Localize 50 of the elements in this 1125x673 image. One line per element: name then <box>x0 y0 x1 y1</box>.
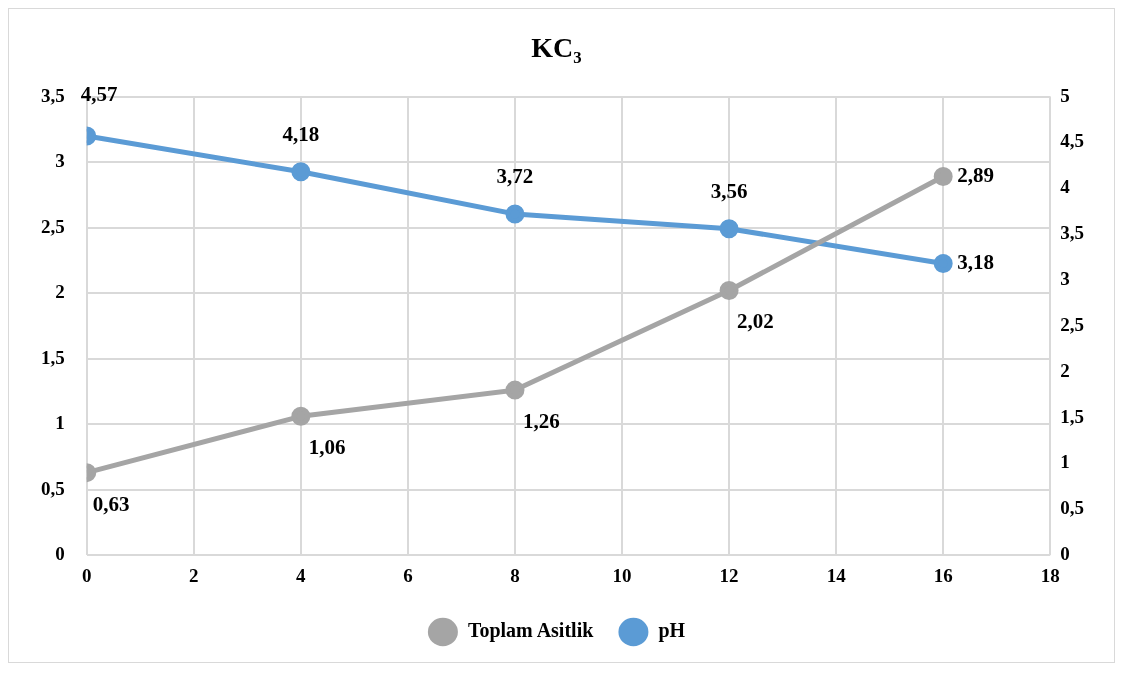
y-tick-label: 1 <box>55 412 65 434</box>
y2-tick-label: 1,5 <box>1060 405 1084 427</box>
point <box>505 380 525 400</box>
data-label: 0,63 <box>92 491 130 516</box>
point <box>291 406 311 426</box>
x-tick-label: 6 <box>403 564 413 586</box>
y-tick-label: 0,5 <box>41 477 65 499</box>
y2-tick-label: 1 <box>1060 451 1070 473</box>
data-label: 3,56 <box>710 178 748 203</box>
y-tick-label: 2 <box>55 281 65 303</box>
y2-tick-label: 2,5 <box>1060 313 1084 335</box>
legend-label: pH <box>658 619 686 643</box>
data-label: 4,57 <box>80 81 118 106</box>
data-label: 2,02 <box>737 309 774 334</box>
point <box>719 219 739 239</box>
data-label: 2,89 <box>957 162 994 187</box>
point <box>933 254 953 274</box>
x-tick-label: 16 <box>933 564 953 586</box>
y2-tick-label: 0 <box>1060 543 1070 565</box>
data-label: 3,18 <box>957 249 994 274</box>
x-tick-label: 2 <box>189 564 199 586</box>
y2-tick-label: 5 <box>1060 84 1070 106</box>
y2-tick-label: 3 <box>1060 267 1070 289</box>
data-label: 1,06 <box>308 435 346 460</box>
x-tick-label: 14 <box>826 564 847 586</box>
y-tick-label: 1,5 <box>41 346 65 368</box>
point <box>719 281 739 301</box>
y2-tick-label: 0,5 <box>1060 497 1084 519</box>
y2-tick-label: 4,5 <box>1060 130 1084 152</box>
chart-title: KC₃ <box>531 32 582 64</box>
point <box>933 167 953 187</box>
point <box>505 204 525 224</box>
data-label: 1,26 <box>522 409 560 434</box>
x-tick-label: 0 <box>82 564 92 586</box>
y-tick-label: 2,5 <box>41 215 65 237</box>
x-tick-label: 4 <box>296 564 307 586</box>
data-label: 3,72 <box>496 163 534 188</box>
y-tick-label: 3 <box>55 150 65 172</box>
legend-label: Toplam Asitlik <box>467 619 595 643</box>
y2-tick-label: 3,5 <box>1060 222 1084 244</box>
y2-tick-label: 4 <box>1060 176 1071 198</box>
x-tick-label: 12 <box>719 564 739 586</box>
data-label: 4,18 <box>282 121 320 146</box>
x-tick-label: 10 <box>612 564 632 586</box>
y-tick-label: 3,5 <box>41 84 65 106</box>
x-tick-label: 8 <box>510 564 520 586</box>
x-tick-label: 18 <box>1040 564 1060 586</box>
y2-tick-label: 2 <box>1060 359 1070 381</box>
point <box>291 162 311 182</box>
y-tick-label: 0 <box>55 543 65 565</box>
